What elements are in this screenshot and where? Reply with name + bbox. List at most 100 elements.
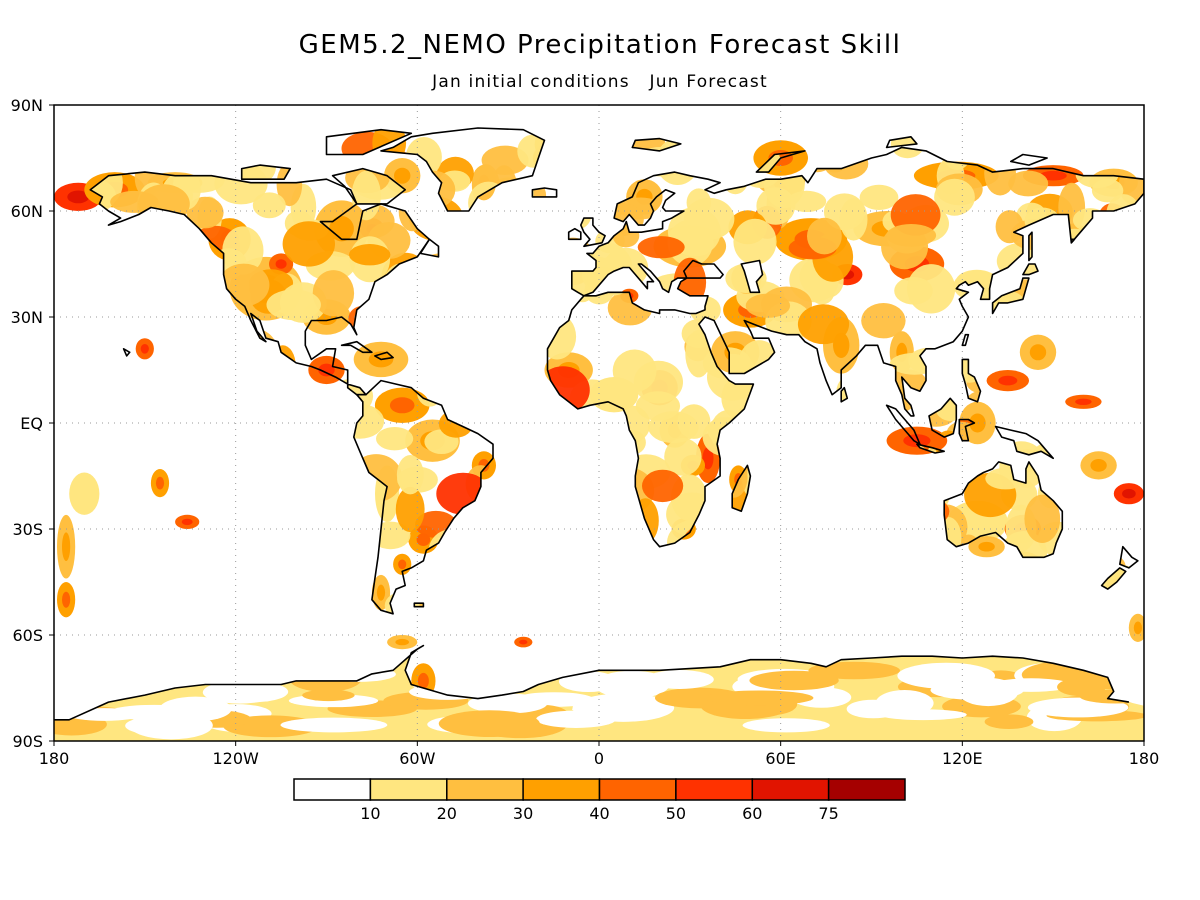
antarctica-skill-cell [930,680,1024,700]
antarctica-skill-cell [438,710,540,737]
skill-region-core [978,541,995,552]
coastline-new-siberian-islands [1010,153,1048,166]
skill-cell [1024,494,1061,543]
colorbar-bin [675,778,754,801]
antarctica-skill-cell [875,689,934,717]
y-tick-label: 90N [11,96,43,115]
skill-region-core [1133,621,1142,635]
colorbar-bin [522,778,601,801]
skill-region-core [155,476,165,490]
coastline-ellesmere-island [325,128,413,156]
skill-cell [859,184,899,210]
coastline-australia [943,461,1064,559]
skill-region-core [969,413,986,433]
antarctica-skill-cell [749,670,839,691]
skill-region-core [389,397,415,414]
skill-region-core [275,259,287,269]
antarctica-skill-cell [572,703,667,716]
colorbar-bin [446,778,524,801]
antarctica-skill-cell [159,696,232,722]
coastline-new-zealand-north [1119,545,1139,569]
lat-lon-grid [54,105,1144,741]
skill-cell [664,438,702,476]
antarctica-skill-cell [704,690,814,706]
colorbar-label: 20 [437,804,457,823]
coastline-java [916,443,945,454]
x-tick-label: 60E [765,749,795,768]
y-tick-label: 90S [12,732,43,751]
skill-region-core [417,672,429,689]
coastline-falklands [413,602,425,608]
skill-region-core [998,375,1018,386]
chart-subtitle: Jan initial conditions Jun Forecast [431,72,768,92]
skill-cell [677,404,711,439]
coastline-antarctica [54,644,1130,721]
x-tick-label: 180 [39,749,70,768]
skill-cell [894,277,933,305]
coastline-greenland [380,127,546,212]
skill-region-core [140,344,149,354]
antarctica-skill-cell [742,718,830,733]
y-tick-label: 30N [11,308,43,327]
skill-cell [839,198,868,241]
coastline-sumatra [885,404,921,445]
skill-cell [637,236,685,259]
chart-title: GEM5.2_NEMO Precipitation Forecast Skill [299,30,902,60]
y-tick-label: 60N [11,202,43,221]
skill-region-core [1122,488,1136,499]
skill-region-core [1090,459,1107,472]
skill-cell [396,455,424,495]
coastline-kamchatka-extra [1070,238,1076,244]
skill-cell [252,192,286,219]
coastline-svalbard [631,137,682,152]
coastline-sakhalin [1028,231,1033,262]
skill-region-core [318,363,335,377]
skill-cell [266,289,321,321]
skill-cell [934,178,975,216]
coastline-philippines [961,358,982,403]
skill-cell [995,210,1024,244]
antarctica-skill-cell [280,717,388,733]
coastline-north-america [89,171,431,396]
colorbar-label: 30 [513,804,533,823]
coastline-great-britain [580,217,606,248]
coastline-africa-eurasia [546,146,1144,548]
skill-region-core [519,639,528,645]
skill-region-core [1029,344,1047,361]
skill-cell [395,486,425,533]
skill-cell [797,304,850,345]
skill-region-core [62,591,71,608]
coastline-novaya-zemlya [755,150,806,173]
coastline-hokkaido [1022,263,1039,276]
colorbar-bin [827,778,906,801]
coastline-baffin-island [331,167,406,205]
coastline-madagascar [731,464,752,513]
colorbar-label: 75 [818,804,838,823]
y-tick-label: EQ [20,414,43,433]
skill-cell [787,190,827,212]
coastline-borneo [928,397,958,438]
skill-region-core [395,638,410,646]
y-tick-label: 30S [12,520,43,539]
antarctica-skill-cell [202,680,277,704]
coastline-new-guinea [994,425,1054,460]
coastline-hispaniola [374,351,394,361]
coastline-south-america [353,379,494,615]
antarctica-skill-cell [302,689,355,702]
skill-cell [745,293,791,318]
skill-region-core [702,447,714,470]
skill-cell [282,221,335,267]
skill-cell [312,270,355,317]
antarctica-skill-cell [645,670,714,689]
skill-region-core [1075,398,1092,405]
coastline-new-zealand-south [1100,567,1127,590]
colorbar-bin [293,778,372,801]
skill-cell [1008,170,1049,197]
skill-region-core [376,584,386,601]
skill-cell [376,427,414,451]
skill-region-core [181,518,193,526]
antarctica-skill-cell [558,671,618,693]
y-tick-label: 60S [12,626,43,645]
coastline-arabian-gulf-caspian [740,259,764,294]
x-tick-label: 120E [942,749,983,768]
